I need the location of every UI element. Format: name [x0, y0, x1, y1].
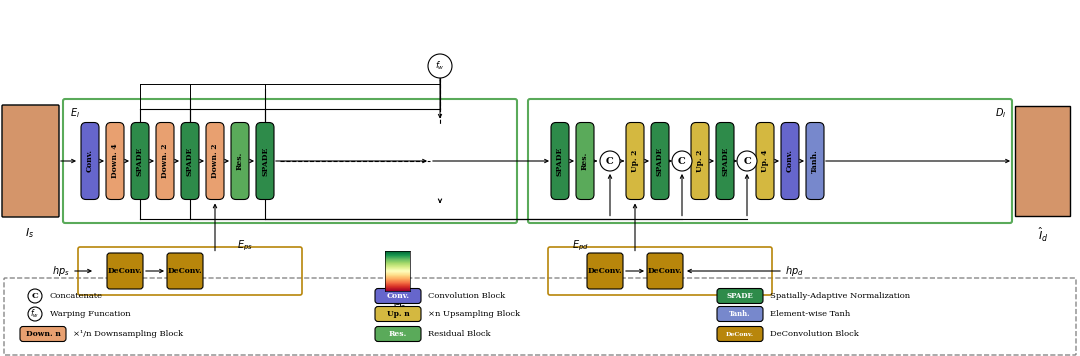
FancyBboxPatch shape: [106, 122, 124, 199]
FancyBboxPatch shape: [647, 253, 683, 289]
FancyBboxPatch shape: [256, 122, 274, 199]
Text: Res.: Res.: [389, 330, 407, 338]
Text: SPADE: SPADE: [136, 146, 144, 176]
FancyBboxPatch shape: [626, 122, 644, 199]
Circle shape: [428, 54, 453, 78]
FancyBboxPatch shape: [651, 122, 669, 199]
Text: Down. 2: Down. 2: [211, 144, 219, 178]
Text: Residual Block: Residual Block: [428, 330, 490, 338]
Text: Conv.: Conv.: [387, 292, 409, 300]
Text: $hp_s$: $hp_s$: [52, 264, 70, 278]
Text: Up. 2: Up. 2: [631, 150, 639, 172]
Text: $E_{ps}$: $E_{ps}$: [238, 239, 253, 253]
FancyBboxPatch shape: [717, 288, 762, 304]
Text: Tanh.: Tanh.: [811, 149, 819, 173]
Circle shape: [672, 151, 692, 171]
Text: SPADE: SPADE: [556, 146, 564, 176]
Text: $D_I$: $D_I$: [995, 106, 1007, 120]
Text: $\Theta_3$: $\Theta_3$: [393, 299, 407, 313]
FancyBboxPatch shape: [691, 122, 708, 199]
Text: $f_w$: $f_w$: [435, 60, 445, 72]
Text: C: C: [606, 157, 613, 166]
Circle shape: [737, 151, 757, 171]
FancyBboxPatch shape: [131, 122, 149, 199]
Bar: [3, 106, 58, 216]
Text: SPADE: SPADE: [261, 146, 269, 176]
FancyBboxPatch shape: [551, 122, 569, 199]
FancyBboxPatch shape: [717, 326, 762, 341]
Text: Element-wise Tanh: Element-wise Tanh: [770, 310, 850, 318]
Text: DeConvolution Block: DeConvolution Block: [770, 330, 859, 338]
Text: SPADE: SPADE: [186, 146, 194, 176]
FancyBboxPatch shape: [231, 122, 249, 199]
Text: $E_I$: $E_I$: [70, 106, 80, 120]
Text: Down. 2: Down. 2: [161, 144, 168, 178]
Bar: [1015, 106, 1070, 216]
Text: ×¹/n Downsampling Block: ×¹/n Downsampling Block: [73, 330, 184, 338]
Text: Spatially-Adaptive Normalization: Spatially-Adaptive Normalization: [770, 292, 910, 300]
FancyBboxPatch shape: [167, 253, 203, 289]
Text: DeConv.: DeConv.: [648, 267, 683, 275]
FancyBboxPatch shape: [375, 288, 421, 304]
FancyBboxPatch shape: [375, 326, 421, 341]
FancyBboxPatch shape: [107, 253, 143, 289]
FancyBboxPatch shape: [375, 307, 421, 321]
FancyBboxPatch shape: [2, 105, 59, 217]
Text: DeConv.: DeConv.: [726, 331, 754, 336]
Text: $\hat{I}_d$: $\hat{I}_d$: [1038, 226, 1049, 244]
Text: Down. n: Down. n: [26, 330, 60, 338]
Text: C: C: [678, 157, 686, 166]
Circle shape: [600, 151, 620, 171]
FancyBboxPatch shape: [806, 122, 824, 199]
Text: Conv.: Conv.: [86, 150, 94, 173]
Text: Res.: Res.: [581, 152, 589, 170]
Circle shape: [28, 307, 42, 321]
Text: DeConv.: DeConv.: [588, 267, 622, 275]
Text: $I_s$: $I_s$: [26, 226, 35, 240]
Text: Down. 4: Down. 4: [111, 144, 119, 178]
FancyBboxPatch shape: [717, 307, 762, 321]
Text: Conv.: Conv.: [786, 150, 794, 173]
FancyBboxPatch shape: [181, 122, 199, 199]
Text: Warping Funcation: Warping Funcation: [50, 310, 131, 318]
FancyBboxPatch shape: [588, 253, 623, 289]
Text: $f_w$: $f_w$: [30, 308, 40, 320]
Circle shape: [28, 289, 42, 303]
Text: $E_{pd}$: $E_{pd}$: [571, 239, 589, 253]
Text: $hp_d$: $hp_d$: [785, 264, 804, 278]
FancyBboxPatch shape: [716, 122, 734, 199]
Text: C: C: [31, 292, 39, 300]
Text: SPADE: SPADE: [721, 146, 729, 176]
Text: SPADE: SPADE: [727, 292, 754, 300]
Text: SPADE: SPADE: [656, 146, 664, 176]
Text: Up. 4: Up. 4: [761, 150, 769, 172]
Text: Convolution Block: Convolution Block: [428, 292, 505, 300]
Text: DeConv.: DeConv.: [108, 267, 143, 275]
FancyBboxPatch shape: [156, 122, 174, 199]
FancyBboxPatch shape: [21, 326, 66, 341]
Text: DeConv.: DeConv.: [167, 267, 202, 275]
Text: Concatenate: Concatenate: [50, 292, 103, 300]
Text: Res.: Res.: [237, 152, 244, 170]
Text: C: C: [743, 157, 751, 166]
FancyBboxPatch shape: [576, 122, 594, 199]
FancyBboxPatch shape: [206, 122, 224, 199]
FancyBboxPatch shape: [781, 122, 799, 199]
Text: Up. n: Up. n: [387, 310, 409, 318]
FancyBboxPatch shape: [4, 278, 1076, 355]
Text: ×n Upsampling Block: ×n Upsampling Block: [428, 310, 521, 318]
Text: Up. 2: Up. 2: [696, 150, 704, 172]
Text: Tanh.: Tanh.: [729, 310, 751, 318]
FancyBboxPatch shape: [756, 122, 774, 199]
FancyBboxPatch shape: [81, 122, 99, 199]
